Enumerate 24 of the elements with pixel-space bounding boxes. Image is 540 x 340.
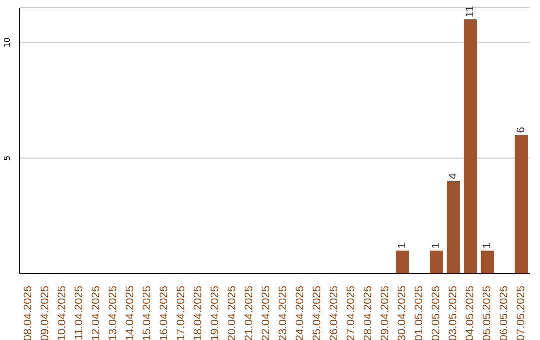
x-tick-label: 18.04.2025 (192, 286, 204, 340)
data-label: 6 (516, 127, 528, 134)
data-label: 1 (482, 242, 494, 249)
x-tick-label: 15.04.2025 (142, 286, 154, 340)
bar (430, 250, 443, 274)
bar (396, 250, 409, 274)
y-tick-label: 5 (3, 156, 12, 161)
bar (464, 20, 477, 274)
bar (515, 135, 528, 274)
x-tick-label: 12.04.2025 (90, 286, 102, 340)
data-label: 1 (430, 242, 442, 249)
x-tick-label: 17.04.2025 (176, 286, 188, 340)
x-tick-label: 16.04.2025 (158, 286, 170, 340)
bar (447, 181, 460, 274)
x-tick-label: 14.04.2025 (124, 286, 136, 340)
data-label: 11 (464, 6, 476, 18)
bar (481, 250, 494, 274)
x-tick-label: 19.04.2025 (210, 286, 222, 340)
x-tick-label: 11.04.2025 (74, 286, 86, 340)
x-tick-label: 10.04.2025 (56, 286, 68, 340)
x-tick-label: 13.04.2025 (108, 286, 120, 340)
data-label: 1 (396, 242, 408, 249)
y-tick-label: 10 (3, 38, 12, 48)
data-label: 4 (448, 173, 460, 180)
